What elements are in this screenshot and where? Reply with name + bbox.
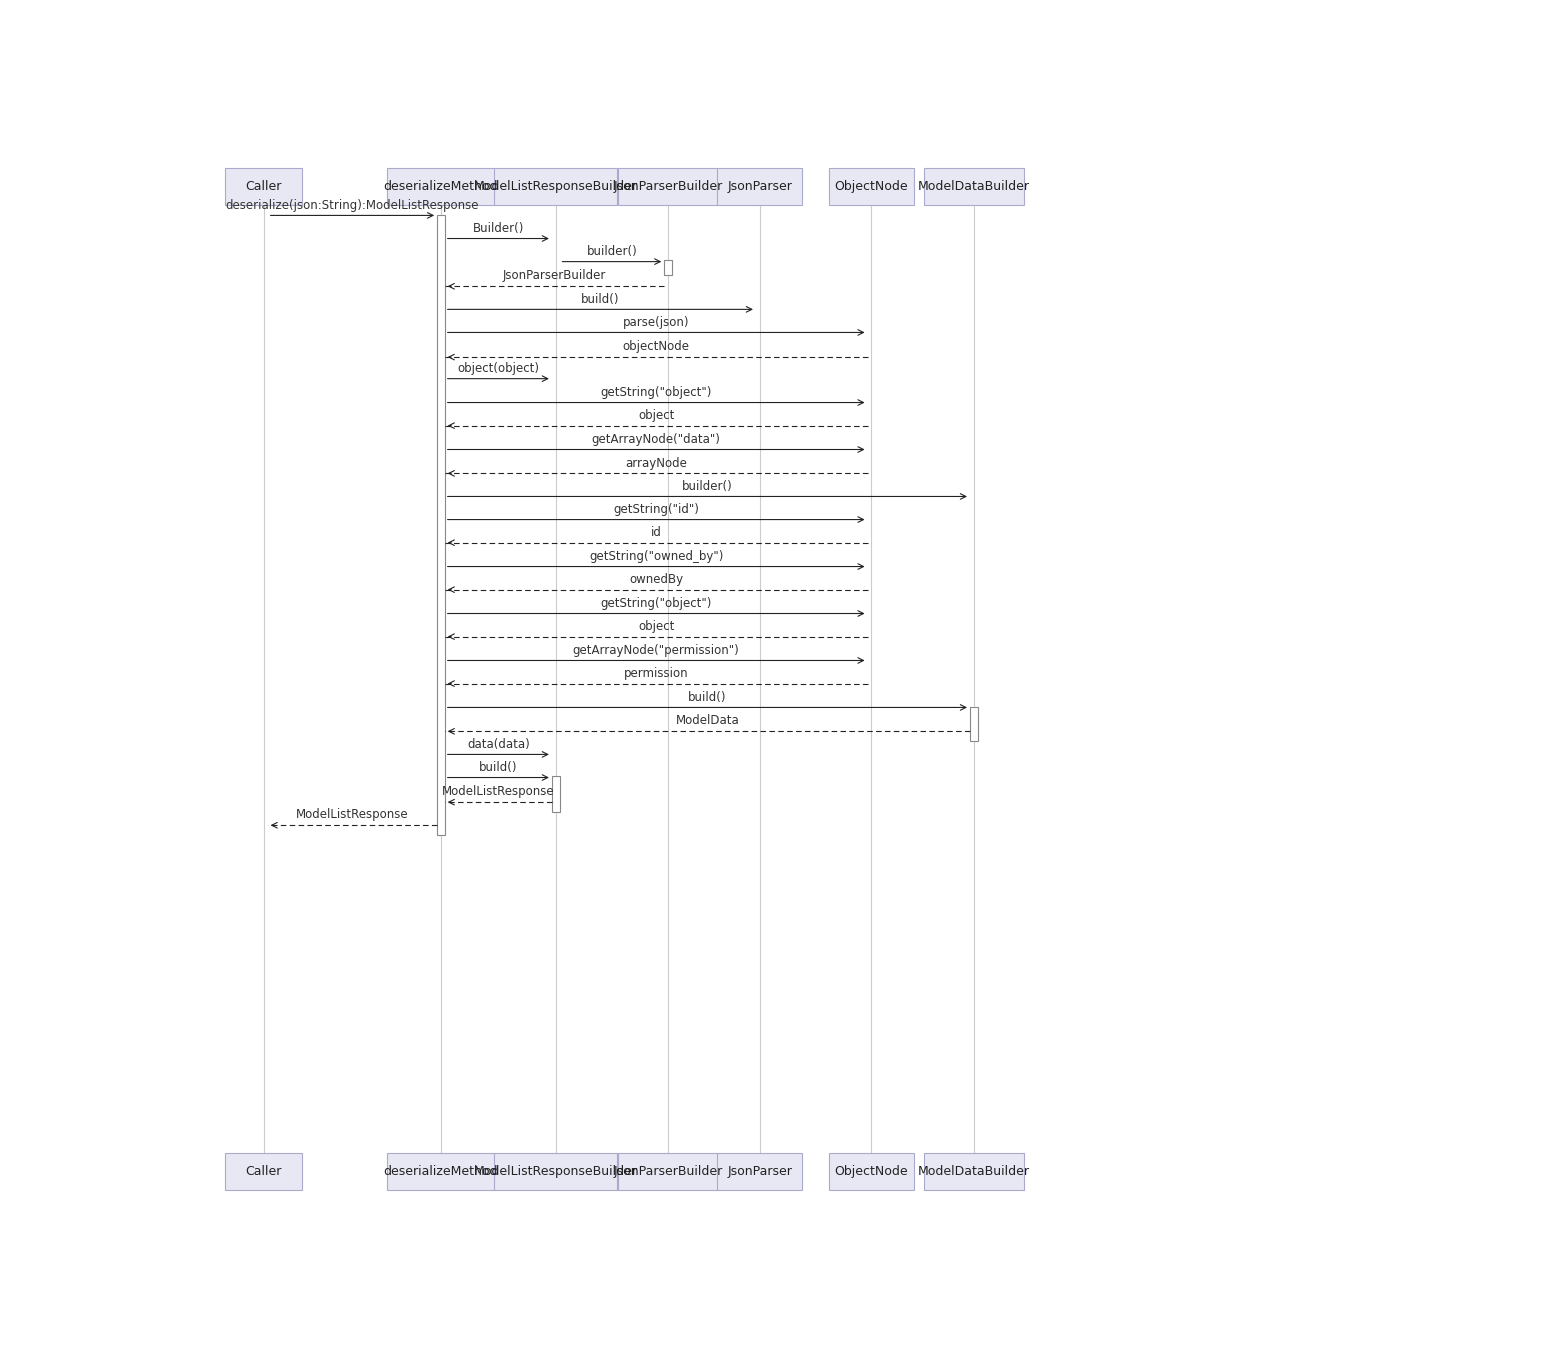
Text: object: object — [638, 409, 674, 421]
Text: JsonParserBuilder: JsonParserBuilder — [503, 269, 607, 283]
Text: ModelListResponse: ModelListResponse — [296, 809, 409, 821]
Text: data(data): data(data) — [467, 738, 530, 751]
Text: Builder(): Builder() — [472, 222, 524, 234]
Text: permission: permission — [624, 666, 688, 680]
Text: builder(): builder() — [682, 479, 732, 493]
Text: parse(json): parse(json) — [622, 315, 690, 328]
Bar — [971, 708, 977, 742]
Text: build(): build() — [480, 760, 517, 774]
Text: ownedBy: ownedBy — [629, 573, 684, 586]
Text: deserializeMethod: deserializeMethod — [384, 1166, 499, 1178]
Bar — [829, 1154, 914, 1190]
Text: getArrayNode("data"): getArrayNode("data") — [591, 432, 721, 446]
Text: JsonParserBuilder: JsonParserBuilder — [613, 1166, 723, 1178]
Bar — [717, 168, 803, 205]
Text: objectNode: objectNode — [622, 341, 690, 353]
Text: ModelListResponse: ModelListResponse — [442, 785, 555, 798]
Text: JsonParserBuilder: JsonParserBuilder — [613, 179, 723, 192]
Text: getString("object"): getString("object") — [601, 386, 712, 398]
Text: ModelListResponseBuilder: ModelListResponseBuilder — [474, 1166, 638, 1178]
Text: deserializeMethod: deserializeMethod — [384, 179, 499, 192]
Text: ModelDataBuilder: ModelDataBuilder — [917, 1166, 1030, 1178]
Text: getString("owned_by"): getString("owned_by") — [590, 549, 723, 563]
Text: ModelData: ModelData — [676, 715, 739, 727]
Text: ModelListResponseBuilder: ModelListResponseBuilder — [474, 179, 638, 192]
Text: ObjectNode: ObjectNode — [834, 1166, 908, 1178]
Bar — [437, 215, 445, 836]
Bar — [924, 1154, 1024, 1190]
Text: arrayNode: arrayNode — [626, 456, 687, 470]
Text: object: object — [638, 619, 674, 633]
Text: getString("id"): getString("id") — [613, 502, 699, 516]
Text: id: id — [651, 526, 662, 538]
Bar — [618, 1154, 718, 1190]
Bar — [494, 168, 618, 205]
Bar — [665, 260, 673, 276]
Bar — [494, 1154, 618, 1190]
Bar — [924, 168, 1024, 205]
Text: Caller: Caller — [246, 1166, 282, 1178]
Bar — [387, 168, 495, 205]
Bar — [717, 1154, 803, 1190]
Text: Caller: Caller — [246, 179, 282, 192]
Text: getString("object"): getString("object") — [601, 596, 712, 610]
Bar — [829, 168, 914, 205]
Bar — [226, 1154, 303, 1190]
Bar — [226, 168, 303, 205]
Bar — [618, 168, 718, 205]
Bar — [387, 1154, 495, 1190]
Text: deserialize(json:String):ModelListResponse: deserialize(json:String):ModelListRespon… — [226, 199, 480, 211]
Text: JsonParser: JsonParser — [728, 179, 792, 192]
Text: ObjectNode: ObjectNode — [834, 179, 908, 192]
Text: getArrayNode("permission"): getArrayNode("permission") — [572, 643, 740, 657]
Text: build(): build() — [688, 690, 726, 704]
Text: JsonParser: JsonParser — [728, 1166, 792, 1178]
Text: builder(): builder() — [586, 245, 637, 258]
Text: ModelDataBuilder: ModelDataBuilder — [917, 179, 1030, 192]
Text: object(object): object(object) — [458, 362, 539, 374]
Text: build(): build() — [582, 292, 619, 306]
Bar — [552, 777, 560, 812]
